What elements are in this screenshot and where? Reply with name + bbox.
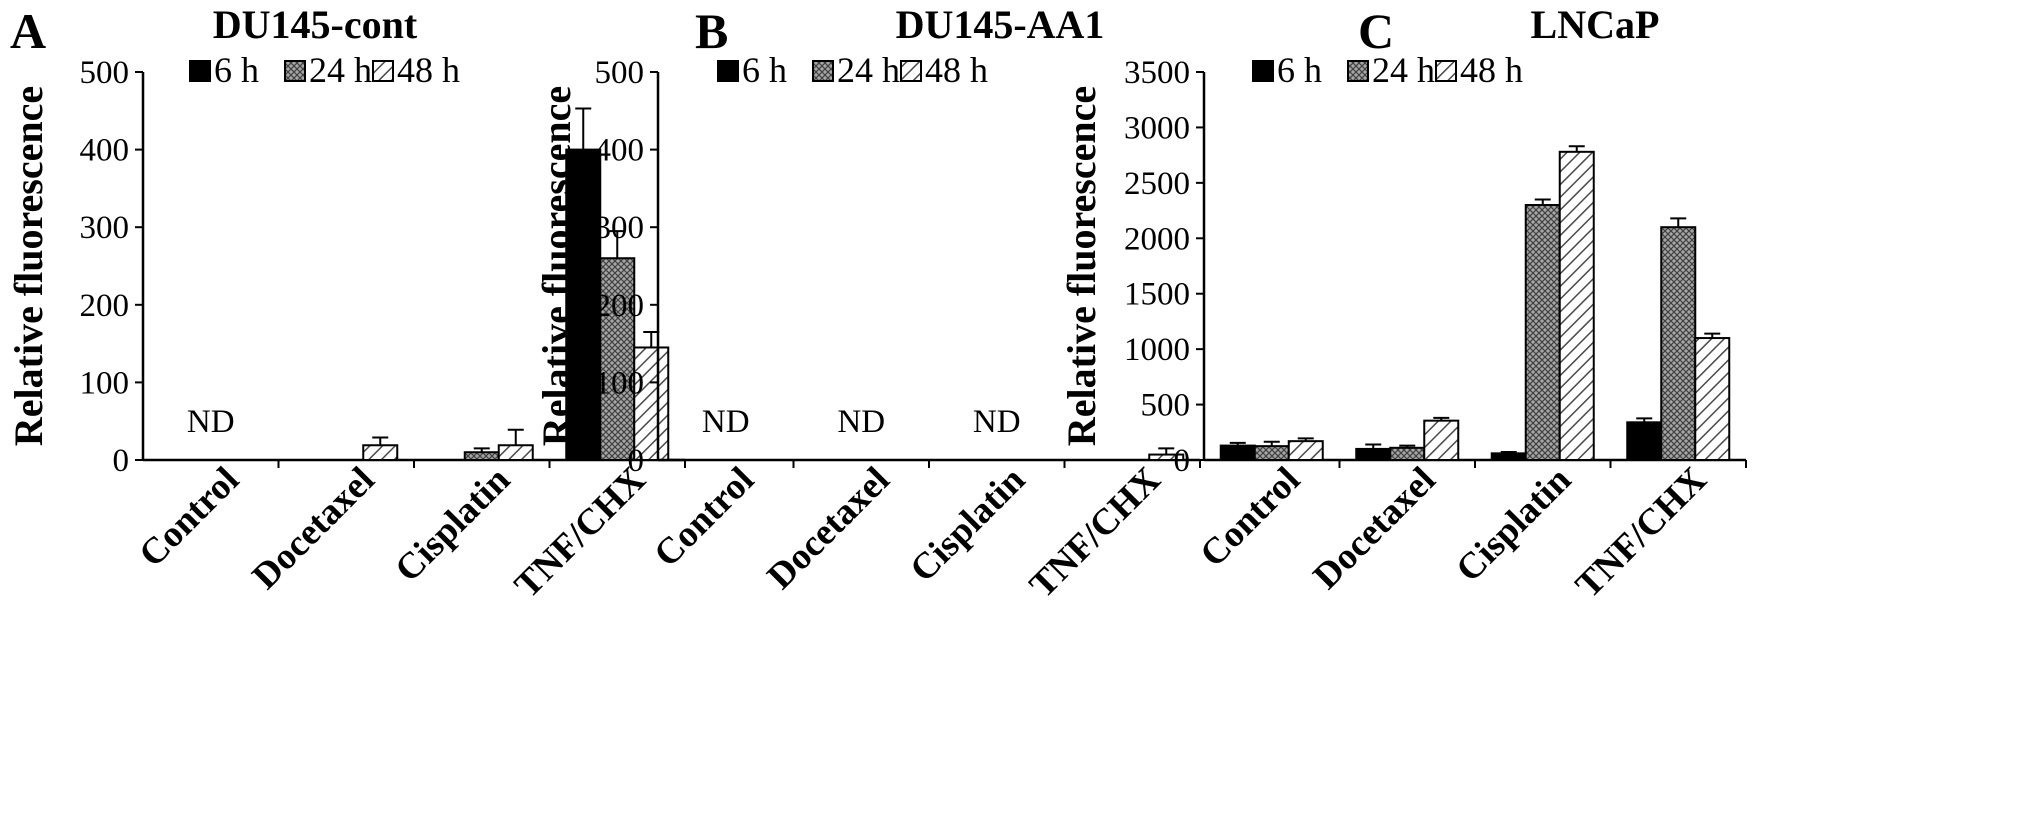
legend-label-48h: 48 h [1460,50,1523,90]
y-axis-label: Relative fluorescence [1059,86,1104,446]
y-tick-label: 500 [80,55,130,91]
x-tick-label: Cisplatin [1448,459,1579,590]
bar-a-24h-tnfchx [599,257,636,461]
panel-letter: A [10,3,46,59]
y-tick-label: 200 [595,288,645,324]
y-axis-label: Relative fluorescence [6,86,51,446]
y-tick-label: 1500 [1124,277,1190,313]
y-tick-label: 300 [595,210,645,246]
x-tick-label: Control [1192,459,1308,575]
y-axis-label: Relative fluorescence [534,86,579,446]
legend-swatch-6h [1252,60,1274,82]
y-tick-label: 400 [80,133,130,169]
legend-swatch-24h [1347,60,1369,82]
panel-title: DU145-AA1 [896,2,1105,47]
legend-label-24h: 24 h [837,50,900,90]
bar-c-24h-docetaxel [1389,446,1426,462]
x-tick-label: Control [131,459,247,575]
legend-swatch-24h [812,60,834,82]
legend-label-24h: 24 h [309,50,372,90]
panel-c: C LNCaP Relative fluorescence 0 500 1000 1500 2… [1059,2,1747,606]
y-tick-label: 3000 [1124,110,1190,146]
bar-c-24h-control [1253,445,1290,461]
bar-a-48h-cisplatin [497,444,534,462]
panel-a: A DU145-cont Relative fluorescence 0 100 200 3… [6,2,686,606]
y-tick-label: 2000 [1124,221,1190,257]
bar-c-24h-tnfchx [1660,226,1697,461]
nd-annotation: ND [973,404,1021,440]
nd-annotation: ND [837,404,885,440]
x-tick-label: TNF/CHX [1568,459,1715,606]
x-tick-label: Control [646,459,762,575]
nd-annotation: ND [702,404,750,440]
y-tick-label: 3500 [1124,55,1190,91]
x-tick-label: TNF/CHX [1022,459,1169,606]
bar-c-24h-cisplatin [1524,204,1561,461]
legend-swatch-6h [189,60,211,82]
legend-label-6h: 6 h [742,50,787,90]
legend-label-48h: 48 h [397,50,460,90]
x-tick-label: Docetaxel [1306,459,1444,597]
legend-label-6h: 6 h [1277,50,1322,90]
bar-c-6h-tnfchx [1626,421,1663,461]
y-tick-label: 200 [80,288,130,324]
y-tick-label: 400 [595,133,645,169]
legend-label-24h: 24 h [1372,50,1435,90]
x-tick-label: Cisplatin [902,459,1033,590]
y-tick-label: 300 [80,210,130,246]
panel-letter: C [1358,3,1394,59]
legend-swatch-24h [284,60,306,82]
legend-swatch-48h [1435,60,1457,82]
bar-c-48h-control [1287,440,1324,462]
x-tick-label: Docetaxel [245,459,383,597]
y-tick-label: 100 [595,365,645,401]
y-tick-label: 2500 [1124,166,1190,202]
chart-panels: A DU145-cont Relative fluorescence 0 100 200 3… [6,2,1747,606]
bar-c-48h-cisplatin [1558,150,1595,461]
bar-a-24h-cisplatin [463,451,500,461]
x-tick-label: Cisplatin [387,459,518,590]
y-tick-label: 100 [80,365,130,401]
y-tick-label: 500 [595,55,645,91]
bar-c-6h-control [1219,444,1256,461]
y-tick-label: 0 [628,443,645,479]
legend-label-6h: 6 h [214,50,259,90]
y-tick-label: 1000 [1124,332,1190,368]
y-tick-label: 0 [1174,443,1191,479]
panel-title: DU145-cont [213,2,418,47]
bar-c-48h-docetaxel [1423,419,1460,462]
legend-swatch-48h [900,60,922,82]
y-tick-label: 500 [1141,388,1191,424]
x-tick-label: TNF/CHX [507,459,654,606]
bar-c-6h-cisplatin [1490,452,1527,462]
panel-title: LNCaP [1531,2,1660,47]
bar-c-48h-tnfchx [1694,337,1731,461]
panel-letter: B [695,3,728,59]
x-tick-label: Docetaxel [760,459,898,597]
bar-c-6h-docetaxel [1355,447,1392,461]
legend-swatch-48h [372,60,394,82]
y-tick-label: 0 [113,443,130,479]
legend-label-48h: 48 h [925,50,988,90]
legend-swatch-6h [717,60,739,82]
nd-annotation: ND [187,404,235,440]
bar-a-48h-docetaxel [362,444,399,462]
